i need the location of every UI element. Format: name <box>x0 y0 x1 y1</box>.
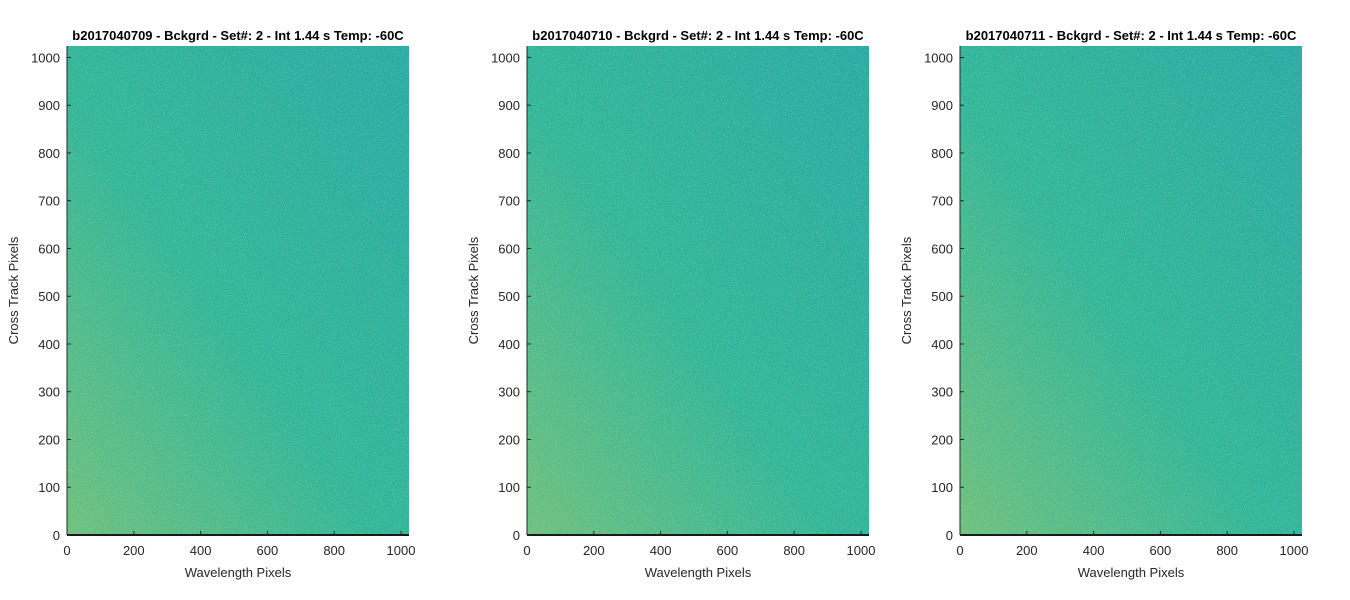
y-tick-label: 500 <box>38 289 60 304</box>
y-tick-label: 700 <box>38 194 60 209</box>
y-tick-label: 400 <box>931 337 953 352</box>
y-tick-label: 0 <box>513 528 520 543</box>
x-tick-label: 0 <box>956 543 963 558</box>
x-tick-label: 400 <box>650 543 672 558</box>
x-tick-label: 200 <box>1016 543 1038 558</box>
x-axis-label: Wavelength Pixels <box>645 565 752 580</box>
x-tick-label: 200 <box>583 543 605 558</box>
y-tick-label: 200 <box>38 432 60 447</box>
x-tick-label: 400 <box>190 543 212 558</box>
y-tick-label: 300 <box>931 385 953 400</box>
x-tick-label: 600 <box>717 543 739 558</box>
y-tick-label: 800 <box>498 146 520 161</box>
y-tick-label: 900 <box>498 98 520 113</box>
x-tick-label: 0 <box>63 543 70 558</box>
x-tick-label: 600 <box>1150 543 1172 558</box>
y-tick-label: 100 <box>38 480 60 495</box>
y-tick-label: 400 <box>498 337 520 352</box>
x-tick-label: 1000 <box>1280 543 1309 558</box>
y-axis-label: Cross Track Pixels <box>466 236 481 344</box>
x-tick-label: 0 <box>523 543 530 558</box>
heatmap-noise <box>67 46 409 535</box>
y-tick-label: 1000 <box>491 50 520 65</box>
y-tick-label: 800 <box>931 146 953 161</box>
y-tick-label: 500 <box>931 289 953 304</box>
y-tick-label: 1000 <box>31 50 60 65</box>
y-tick-label: 400 <box>38 337 60 352</box>
x-tick-label: 1000 <box>847 543 876 558</box>
y-tick-label: 600 <box>38 241 60 256</box>
x-tick-label: 200 <box>123 543 145 558</box>
x-tick-label: 800 <box>323 543 345 558</box>
y-tick-label: 100 <box>498 480 520 495</box>
x-tick-label: 1000 <box>387 543 416 558</box>
y-tick-label: 0 <box>53 528 60 543</box>
y-tick-label: 900 <box>931 98 953 113</box>
x-tick-label: 400 <box>1083 543 1105 558</box>
heatmap-noise <box>960 46 1302 535</box>
x-axis-label: Wavelength Pixels <box>185 565 292 580</box>
y-tick-label: 500 <box>498 289 520 304</box>
y-tick-label: 700 <box>498 194 520 209</box>
x-tick-label: 600 <box>257 543 279 558</box>
y-tick-label: 300 <box>38 385 60 400</box>
y-axis-label: Cross Track Pixels <box>899 236 914 344</box>
y-tick-label: 300 <box>498 385 520 400</box>
y-tick-label: 100 <box>931 480 953 495</box>
chart-panel-1: b2017040709 - Bckgrd - Set#: 2 - Int 1.4… <box>6 28 415 580</box>
y-tick-label: 800 <box>38 146 60 161</box>
heatmap-noise <box>527 46 869 535</box>
y-tick-label: 900 <box>38 98 60 113</box>
x-tick-label: 800 <box>783 543 805 558</box>
y-tick-label: 700 <box>931 194 953 209</box>
x-tick-label: 800 <box>1216 543 1238 558</box>
y-tick-label: 1000 <box>924 50 953 65</box>
y-tick-label: 200 <box>931 432 953 447</box>
chart-panel-2: b2017040710 - Bckgrd - Set#: 2 - Int 1.4… <box>466 28 875 580</box>
y-tick-label: 600 <box>931 241 953 256</box>
x-axis-label: Wavelength Pixels <box>1078 565 1185 580</box>
chart-title: b2017040709 - Bckgrd - Set#: 2 - Int 1.4… <box>72 28 404 43</box>
y-tick-label: 200 <box>498 432 520 447</box>
chart-title: b2017040711 - Bckgrd - Set#: 2 - Int 1.4… <box>966 28 1297 43</box>
y-tick-label: 600 <box>498 241 520 256</box>
y-tick-label: 0 <box>946 528 953 543</box>
chart-title: b2017040710 - Bckgrd - Set#: 2 - Int 1.4… <box>532 28 864 43</box>
y-axis-label: Cross Track Pixels <box>6 236 21 344</box>
chart-panel-3: b2017040711 - Bckgrd - Set#: 2 - Int 1.4… <box>899 28 1308 580</box>
